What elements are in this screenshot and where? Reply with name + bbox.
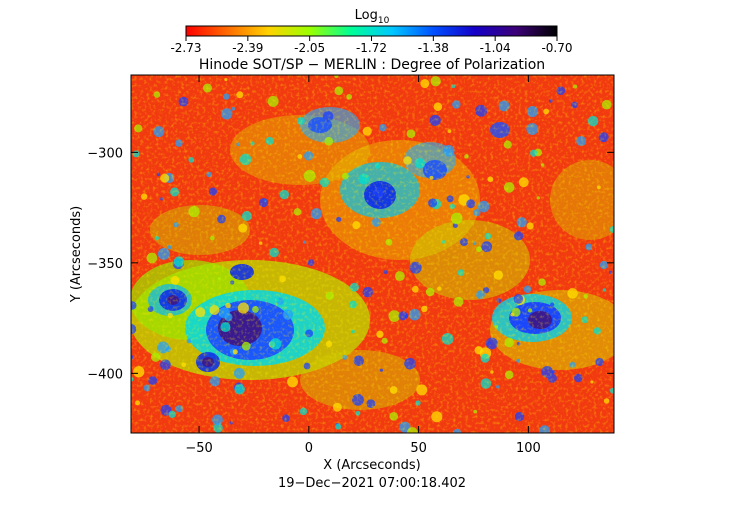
x-tick-label: 100 (516, 441, 541, 456)
x-tick-label: 0 (305, 441, 313, 456)
y-axis: −300 −350 −400 (87, 146, 614, 382)
x-tick-label: −50 (185, 441, 212, 456)
map-texture (131, 75, 614, 433)
colorbar-tick-label: -1.72 (356, 41, 387, 55)
y-axis-label: Y (Arcseconds) (69, 206, 84, 303)
plot-frame (130, 74, 615, 434)
polarization-map (131, 75, 614, 433)
plot-title: Hinode SOT/SP − MERLIN : Degree of Polar… (199, 57, 545, 73)
colorbar-tick-label: -2.73 (170, 41, 201, 55)
colorbar-strip (185, 25, 558, 37)
colorbar-tick-label: -1.38 (418, 41, 449, 55)
colorbar-tick-label: -2.39 (232, 41, 263, 55)
x-axis-label: X (Arcseconds) (323, 458, 420, 473)
colorbar-tick-label: -1.04 (480, 41, 511, 55)
y-tick-label: −300 (87, 146, 123, 161)
colorbar-tick-label: -2.05 (294, 41, 325, 55)
colorbar-title: Log10 (355, 8, 390, 26)
x-tick-label: 50 (410, 441, 427, 456)
colorbar: Log10 -2.73 -2.39 -2.05 -1.72 -1.38 -1.04 -0.7… (170, 8, 572, 55)
timestamp: 19−Dec−2021 07:00:18.402 (278, 476, 466, 491)
y-tick-label: −350 (87, 257, 123, 272)
colorbar-tick-label: -0.70 (541, 41, 572, 55)
x-axis: −50 0 50 100 (185, 75, 541, 456)
colorbar-title-sub: 10 (378, 16, 390, 26)
colorbar-ticks: -2.73 -2.39 -2.05 -1.72 -1.38 -1.04 -0.70 (170, 36, 573, 55)
colorbar-title-main: Log (355, 8, 378, 23)
y-tick-label: −400 (87, 367, 123, 382)
